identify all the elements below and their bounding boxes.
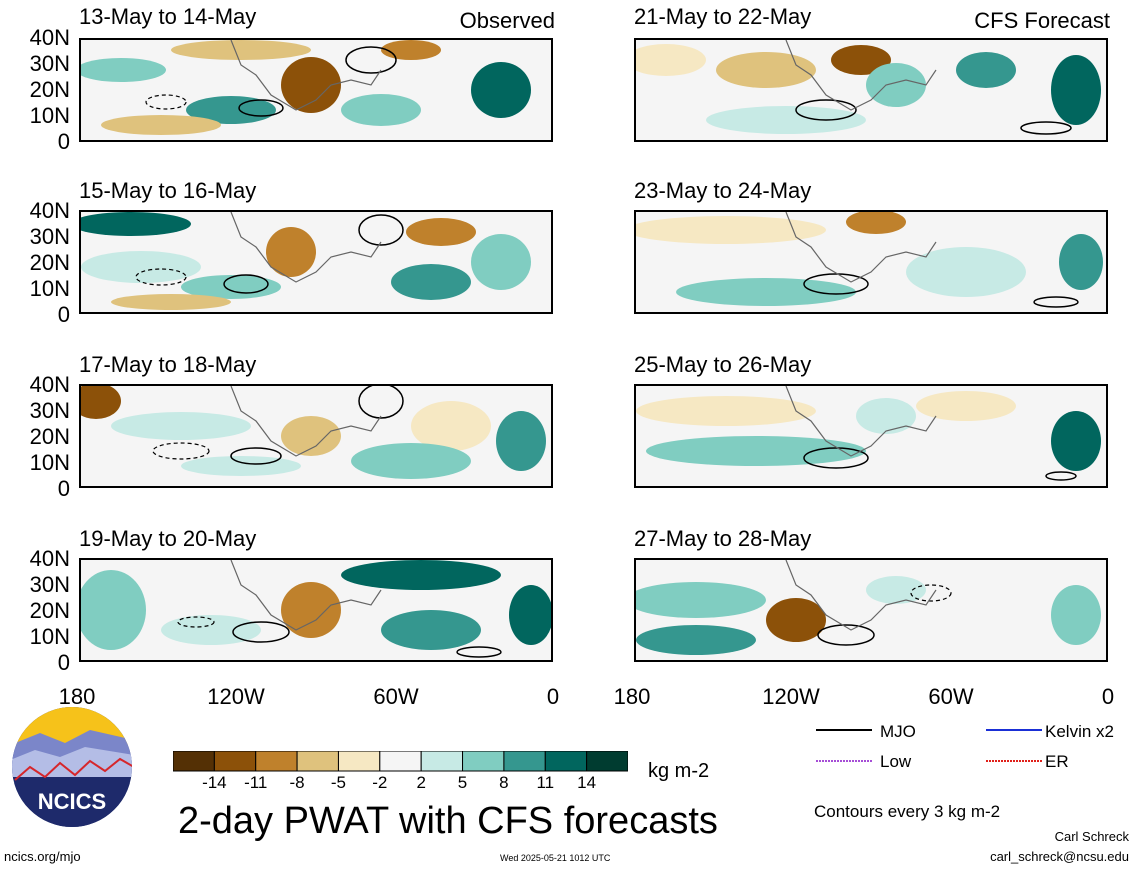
pwat-anomaly-field (81, 560, 551, 660)
lat-label: 10N (29, 450, 70, 475)
panel-title: 23-May to 24-May (634, 178, 812, 203)
panel-title: 19-May to 20-May (79, 526, 257, 551)
lat-label: 20N (29, 424, 70, 449)
lat-label: 0 (57, 650, 70, 675)
colorbar-swatch (462, 750, 505, 772)
legend-er-label: ER (1045, 752, 1069, 771)
colorbar-tick-label: -8 (289, 773, 305, 792)
legend-mjo-line (816, 729, 872, 731)
lat-label: 0 (57, 302, 70, 327)
lat-label: 20N (29, 77, 70, 102)
lon-label: 120W (762, 684, 820, 709)
colorbar-tick-label: 2 (416, 773, 426, 792)
map-canvas (634, 38, 1108, 142)
main-title: 2-day PWAT with CFS forecasts (178, 800, 718, 842)
contours-note: Contours every 3 kg m-2 (814, 802, 1001, 821)
lat-label: 30N (29, 224, 70, 249)
colorbar-swatch (255, 750, 298, 772)
colorbar-tick-label: 11 (536, 773, 555, 792)
colorbar-swatch (544, 750, 588, 772)
colorbar-swatch (337, 750, 381, 772)
lon-label: 60W (928, 684, 974, 709)
panel-title: 21-May to 22-May (634, 4, 812, 29)
panel-title: 25-May to 26-May (634, 352, 812, 377)
lon-label: 180 (613, 684, 651, 709)
lat-label: 40N (29, 25, 70, 50)
colorbar-tick-label: -2 (372, 773, 388, 792)
author-name: Carl Schreck (1054, 829, 1129, 844)
map-canvas (634, 210, 1108, 314)
panel-title: 17-May to 18-May (79, 352, 257, 377)
pwat-anomaly-field (636, 560, 1106, 660)
pwat-anomaly-field (81, 386, 551, 486)
map-canvas (634, 384, 1108, 488)
colorbar-swatches (172, 750, 629, 772)
lon-label: 60W (373, 684, 419, 709)
legend-kelvin-line (986, 729, 1042, 731)
legend-low-line (816, 760, 872, 762)
colorbar-tick-label: 14 (577, 773, 597, 792)
colorbar-tick-label: -11 (244, 773, 268, 792)
colorbar-tick-label: 8 (499, 773, 509, 792)
map-canvas (79, 558, 553, 662)
pwat-anomaly-field (81, 212, 551, 312)
lat-label: 20N (29, 598, 70, 623)
colorbar-tick-label: -14 (202, 773, 227, 792)
lon-label: 180 (58, 684, 96, 709)
panel-tag-forecast: CFS Forecast (974, 8, 1110, 33)
lat-label: 10N (29, 276, 70, 301)
lon-label: 0 (1101, 684, 1115, 709)
lat-label: 40N (29, 198, 70, 223)
lat-label: 10N (29, 103, 70, 128)
map-canvas (634, 558, 1108, 662)
colorbar-swatch (296, 750, 339, 772)
colorbar-swatch (213, 750, 257, 772)
lat-label: 10N (29, 624, 70, 649)
colorbar-units: kg m-2 (648, 760, 710, 782)
colorbar-swatch (379, 750, 422, 772)
colorbar-swatch (586, 750, 629, 772)
panel-title: 13-May to 14-May (79, 4, 257, 29)
timestamp: Wed 2025-05-21 1012 UTC (500, 853, 611, 863)
map-canvas (79, 384, 553, 488)
pwat-anomaly-field (636, 40, 1106, 140)
panel-title: 15-May to 16-May (79, 178, 257, 203)
lat-label: 40N (29, 546, 70, 571)
lat-label: 30N (29, 572, 70, 597)
site-url: ncics.org/mjo (4, 849, 81, 864)
pwat-anomaly-field (81, 40, 551, 140)
lon-label: 120W (207, 684, 265, 709)
legend-er-line (986, 760, 1042, 762)
colorbar-tick-label: 5 (457, 773, 468, 792)
colorbar-tick-label: -5 (330, 773, 347, 792)
lat-label: 20N (29, 250, 70, 275)
ncics-logo-text: NCICS (38, 789, 106, 814)
lat-label: 0 (57, 129, 70, 154)
colorbar-swatch (420, 750, 464, 772)
colorbar (172, 750, 629, 778)
author-email: carl_schreck@ncsu.edu (990, 849, 1129, 864)
legend-low-label: Low (880, 752, 912, 771)
panel-tag-observed: Observed (459, 8, 555, 33)
map-canvas (79, 210, 553, 314)
ncics-logo: NCICS (10, 705, 134, 829)
lat-label: 30N (29, 398, 70, 423)
lon-label: 0 (546, 684, 560, 709)
legend-mjo-label: MJO (880, 722, 916, 741)
ncics-logo-graphic: NCICS (12, 707, 132, 827)
lat-label: 30N (29, 51, 70, 76)
lat-label: 40N (29, 372, 70, 397)
pwat-anomaly-field (636, 386, 1106, 486)
colorbar-swatch (172, 750, 215, 772)
colorbar-swatch (503, 750, 546, 772)
legend-kelvin-label: Kelvin x2 (1045, 722, 1114, 741)
map-canvas (79, 38, 553, 142)
pwat-anomaly-field (636, 212, 1106, 312)
lat-label: 0 (57, 476, 70, 501)
panel-title: 27-May to 28-May (634, 526, 812, 551)
